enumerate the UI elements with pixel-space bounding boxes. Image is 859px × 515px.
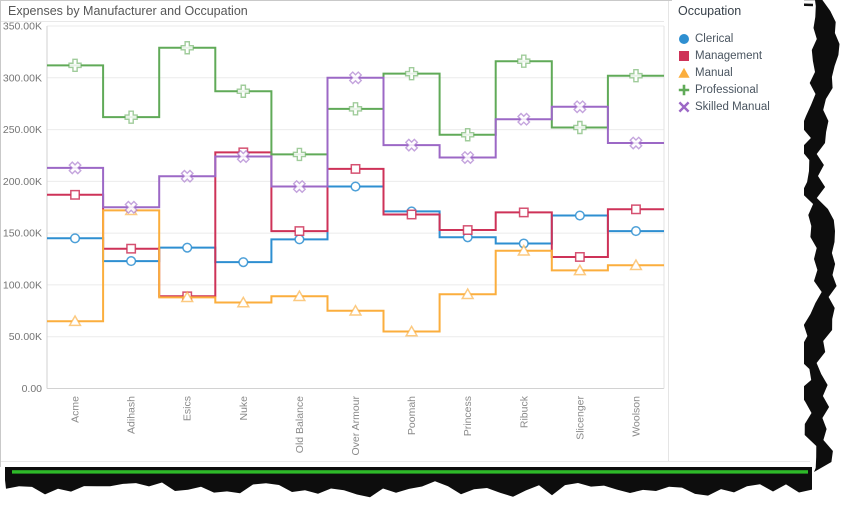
legend-item-label: Management [695,49,763,62]
x-axis-category-label: Ribuck [518,395,530,428]
legend-item-management[interactable]: Management [678,47,804,64]
x-axis-category-label: Poomah [406,396,418,435]
y-axis-tick-label: 350.00K [3,21,42,33]
legend-items: Clerical Management Manual Professional Skil… [672,30,804,115]
series-management [47,147,664,302]
square-icon [678,50,690,62]
legend-panel: Occupation Clerical Management Manual Profe… [672,0,804,460]
chart-title: Expenses by Manufacturer and Occupation [8,4,248,18]
y-axis-tick-label: 50.00K [9,331,42,343]
plus-icon [678,84,690,96]
green-line-decoration [12,470,808,474]
x-axis-category-label: Woolson [631,396,643,437]
x-axis-category-label: Acme [70,396,82,423]
y-axis-labels: 0.00 50.00K 100.00K 150.00K 200.00K 250.00K 30… [3,21,42,396]
y-axis-tick-label: 0.00 [22,383,43,395]
legend-item-skilled-manual[interactable]: Skilled Manual [678,98,804,115]
legend-item-clerical[interactable]: Clerical [678,30,804,47]
legend-item-label: Manual [695,66,733,79]
x-axis-category-label: Adihash [126,396,138,434]
series-skilled-manual [47,71,664,214]
x-axis-category-label: Princess [462,396,474,436]
gridlines [47,25,664,389]
x-axis-category-label: Slicenger [574,396,586,440]
x-axis-category-label: Old Balance [294,396,306,453]
y-axis-tick-label: 250.00K [3,124,42,136]
legend-item-professional[interactable]: Professional [678,81,804,98]
series-clerical [47,181,664,268]
torn-edge-bottom-decoration [5,467,812,498]
legend-item-label: Skilled Manual [695,100,770,113]
legend-item-label: Professional [695,83,759,96]
legend-item-manual[interactable]: Manual [678,64,804,81]
x-axis-category-label: Over Armour [350,395,362,455]
y-axis-tick-label: 150.00K [3,228,42,240]
x-axis-labels: Acme Adihash Esics Nuke Old Balance Over Armo… [70,395,643,455]
y-axis-tick-label: 300.00K [3,72,42,84]
y-axis-tick-label: 100.00K [3,279,42,291]
y-axis-tick-label: 200.00K [3,176,42,188]
series-manual [47,203,664,337]
x-axis-category-label: Nuke [238,396,250,421]
series-professional [47,41,664,162]
x-icon [678,101,690,113]
legend-item-label: Clerical [695,32,734,45]
legend-title: Occupation [678,4,742,18]
x-axis-category-label: Esics [182,396,194,421]
circle-icon [678,33,690,45]
chart-title-bar: Expenses by Manufacturer and Occupation [0,0,664,21]
triangle-icon [678,67,690,79]
